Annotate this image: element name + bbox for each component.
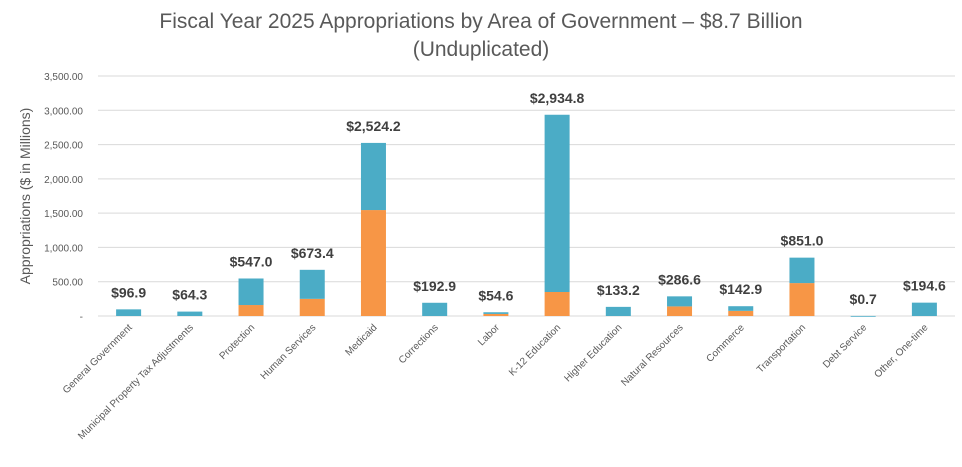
data-label: $2,524.2 [346, 118, 401, 134]
y-tick-label: 2,000.00 [44, 175, 83, 186]
y-tick-label: - [80, 312, 83, 323]
gridlines [98, 75, 955, 317]
x-tick-label: Human Services [259, 322, 319, 382]
bar-segment-lower [667, 306, 693, 316]
bar-segment-lower [299, 298, 325, 316]
x-tick-label: Protection [218, 322, 258, 362]
data-label: $194.6 [903, 278, 946, 294]
data-label: $851.0 [781, 233, 824, 249]
data-label: $142.9 [719, 281, 762, 297]
bars [116, 114, 937, 317]
bar-segment-lower [728, 310, 754, 316]
y-tick-label: 500.00 [52, 278, 83, 289]
data-label: $192.9 [413, 278, 456, 294]
x-tick-label: Higher Education [562, 322, 624, 384]
bar-segment-upper [299, 269, 325, 299]
data-label: $54.6 [478, 287, 513, 303]
bar-segment-upper [544, 114, 570, 293]
data-label: $2,934.8 [530, 90, 585, 106]
bar-segment-lower [789, 283, 815, 316]
x-tick-label: Transportation [755, 322, 808, 375]
y-tick-label: 1,500.00 [44, 209, 83, 220]
y-axis-ticks: - 500.00 1,000.00 1,500.00 2,000.00 2,500.00 3… [44, 72, 83, 323]
bar-segment-lower [483, 313, 509, 316]
bar-segment-upper [422, 302, 448, 316]
bar-segment-lower [544, 292, 570, 316]
bar-segment-upper [177, 311, 203, 316]
bar-segment-upper [483, 312, 509, 314]
x-tick-label: K-12 Education [507, 322, 563, 378]
bar-segment-upper [667, 296, 693, 307]
y-tick-label: 3,000.00 [44, 106, 83, 117]
bar-segment-upper [728, 306, 754, 311]
bar-segment-upper [789, 257, 815, 284]
chart-subtitle: (Unduplicated) [413, 38, 550, 61]
x-tick-label: Labor [476, 322, 502, 348]
bar-segment-upper [238, 278, 264, 306]
x-tick-label: General Government [61, 322, 135, 396]
bar-segment-upper [850, 315, 876, 317]
y-tick-label: 1,000.00 [44, 243, 83, 254]
bar-segment-lower [360, 210, 386, 316]
data-label: $96.9 [111, 284, 146, 300]
y-tick-label: 3,500.00 [44, 72, 83, 83]
x-tick-label: Other, One-time [872, 322, 930, 380]
bar-segment-upper [116, 309, 142, 316]
data-label: $0.7 [850, 291, 877, 307]
bar-segment-upper [605, 306, 631, 316]
y-tick-label: 2,500.00 [44, 141, 83, 152]
bar-segment-lower [238, 305, 264, 316]
x-tick-label: Commerce [705, 322, 748, 365]
bar-segment-upper [360, 142, 386, 211]
x-tick-label: Medicaid [344, 322, 380, 358]
data-label: $64.3 [172, 287, 207, 303]
data-labels: $96.9 $64.3 $547.0 $673.4 $2,524.2 $192.9 $54.… [111, 90, 946, 307]
x-tick-label: Corrections [397, 322, 441, 366]
bar-segment-upper [911, 302, 937, 316]
y-axis-label: Appropriations ($ in Millions) [17, 108, 33, 285]
chart-title: Fiscal Year 2025 Appropriations by Area … [159, 10, 802, 33]
data-label: $133.2 [597, 282, 640, 298]
x-tick-label: Debt Service [821, 322, 870, 371]
x-tick-label: Municipal Property Tax Adjustments [76, 322, 196, 442]
x-tick-label: Natural Resources [619, 322, 685, 388]
data-label: $673.4 [291, 245, 334, 261]
data-label: $286.6 [658, 271, 701, 287]
data-label: $547.0 [230, 253, 273, 269]
